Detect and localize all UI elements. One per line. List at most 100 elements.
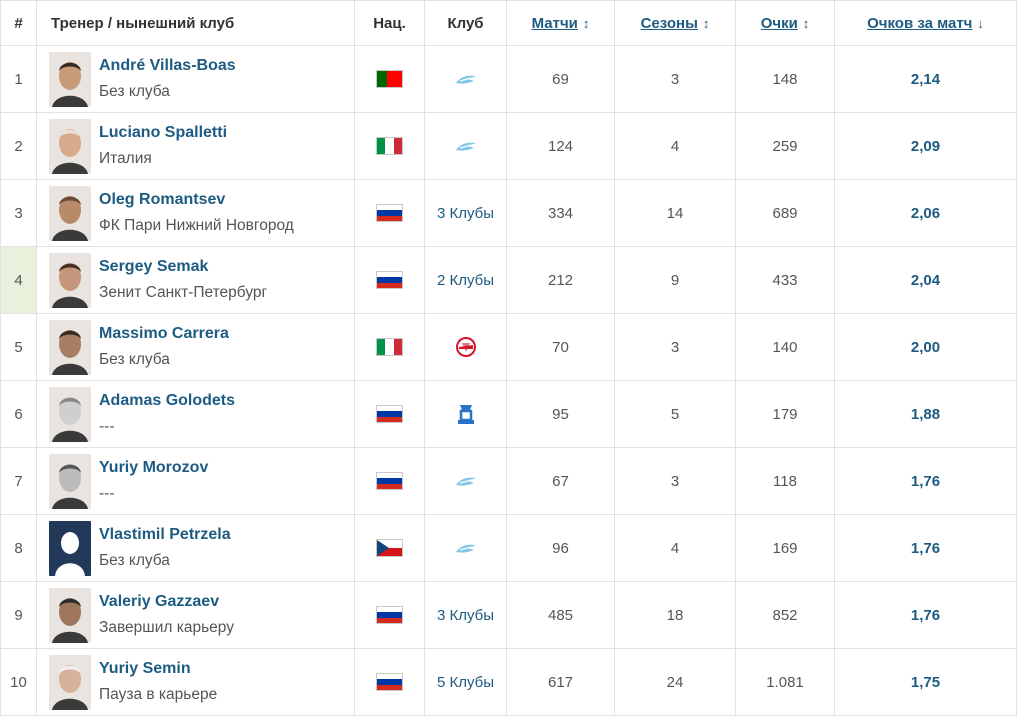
matches-cell: 67 xyxy=(506,447,615,515)
zenit-logo[interactable] xyxy=(454,472,478,489)
coach-photo[interactable] xyxy=(49,654,91,710)
rank-cell: 6 xyxy=(0,380,37,448)
points-per-match-cell: 2,04 xyxy=(834,246,1017,314)
coach-cell: André Villas-Boas Без клуба xyxy=(36,45,355,113)
rank-cell: 4 xyxy=(0,246,37,314)
coach-name-link[interactable]: Sergey Semak xyxy=(99,258,209,275)
col-header-ppm-label[interactable]: Очков за матч xyxy=(867,14,973,32)
spartak-logo[interactable] xyxy=(455,337,477,357)
col-header-matches[interactable]: Матчи ↕ xyxy=(506,0,615,46)
italy-flag-icon xyxy=(376,338,403,357)
rank-cell: 5 xyxy=(0,313,37,381)
coach-name-link[interactable]: Oleg Romantsev xyxy=(99,191,226,208)
nationality-cell xyxy=(354,179,425,247)
table-row: 7 Yuriy Morozov --- 67 3 118 1,76 xyxy=(0,447,1017,515)
clubs-link[interactable]: 3 Клубы xyxy=(436,204,495,222)
coach-current-club: --- xyxy=(99,485,115,502)
clubs-link[interactable]: 5 Клубы xyxy=(436,673,495,691)
points-cell: 148 xyxy=(735,45,835,113)
col-header-seasons[interactable]: Сезоны ↕ xyxy=(614,0,736,46)
zenit-logo[interactable] xyxy=(454,137,478,154)
coach-photo[interactable] xyxy=(49,252,91,308)
points-per-match-cell: 1,76 xyxy=(834,447,1017,515)
coach-name-link[interactable]: Yuriy Morozov xyxy=(99,459,209,476)
table-header-row: # Тренер / нынешний клуб Нац. Клуб Матчи… xyxy=(0,0,1017,46)
nationality-cell xyxy=(354,380,425,448)
coach-cell: Sergey Semak Зенит Санкт-Петербург xyxy=(36,246,355,314)
col-header-club: Клуб xyxy=(424,0,507,46)
club-cell xyxy=(424,112,507,180)
club-cell xyxy=(424,313,507,381)
coach-current-club: Зенит Санкт-Петербург xyxy=(99,284,268,301)
coach-photo[interactable] xyxy=(49,587,91,643)
coach-current-club: Без клуба xyxy=(99,351,170,368)
nationality-cell xyxy=(354,112,425,180)
russia-flag-icon xyxy=(376,204,403,223)
coach-name-link[interactable]: André Villas-Boas xyxy=(99,57,236,74)
sort-icon: ↕ xyxy=(702,15,710,31)
club-cell xyxy=(424,514,507,582)
seasons-cell: 4 xyxy=(614,514,736,582)
rank-cell: 3 xyxy=(0,179,37,247)
table-row: 6 Adamas Golodets --- 95 5 179 1,88 xyxy=(0,380,1017,448)
coach-current-club: Пауза в карьере xyxy=(99,686,218,703)
coach-photo[interactable] xyxy=(49,51,91,107)
rank-cell: 2 xyxy=(0,112,37,180)
matches-cell: 124 xyxy=(506,112,615,180)
seasons-cell: 9 xyxy=(614,246,736,314)
rank-cell: 9 xyxy=(0,581,37,649)
points-cell: 1.081 xyxy=(735,648,835,716)
table-row: 1 André Villas-Boas Без клуба 69 3 148 2,14 xyxy=(0,45,1017,113)
col-header-seasons-label[interactable]: Сезоны xyxy=(640,14,698,32)
col-header-points-label[interactable]: Очки xyxy=(760,14,798,32)
coach-name-link[interactable]: Valeriy Gazzaev xyxy=(99,593,220,610)
nationality-cell xyxy=(354,581,425,649)
clubs-link[interactable]: 3 Клубы xyxy=(436,606,495,624)
coach-name-link[interactable]: Luciano Spalletti xyxy=(99,124,228,141)
points-cell: 689 xyxy=(735,179,835,247)
russia-flag-icon xyxy=(376,472,403,491)
coach-name-link[interactable]: Adamas Golodets xyxy=(99,392,236,409)
coach-name-link[interactable]: Massimo Carrera xyxy=(99,325,229,342)
seasons-cell: 5 xyxy=(614,380,736,448)
coach-photo[interactable] xyxy=(49,118,91,174)
nationality-cell xyxy=(354,45,425,113)
russia-flag-icon xyxy=(376,405,403,424)
nationality-cell xyxy=(354,246,425,314)
points-per-match-cell: 1,76 xyxy=(834,581,1017,649)
seasons-cell: 3 xyxy=(614,447,736,515)
coach-cell: Vlastimil Petrzela Без клуба xyxy=(36,514,355,582)
italy-flag-icon xyxy=(376,137,403,156)
points-per-match-cell: 1,88 xyxy=(834,380,1017,448)
col-header-matches-label[interactable]: Матчи xyxy=(531,14,578,32)
col-header-coach: Тренер / нынешний клуб xyxy=(36,0,355,46)
coach-photo[interactable] xyxy=(49,453,91,509)
zenit-logo[interactable] xyxy=(454,70,478,87)
coach-name-link[interactable]: Vlastimil Petrzela xyxy=(99,526,231,543)
coach-photo[interactable] xyxy=(49,386,91,442)
points-per-match-cell: 2,06 xyxy=(834,179,1017,247)
club-cell: 3 Клубы xyxy=(424,581,507,649)
coach-photo[interactable] xyxy=(49,319,91,375)
club-cell xyxy=(424,447,507,515)
table-row: 3 Oleg Romantsev ФК Пари Нижний Новгород 3 … xyxy=(0,179,1017,247)
nationality-cell xyxy=(354,648,425,716)
sort-icon: ↕ xyxy=(802,15,810,31)
col-header-points[interactable]: Очки ↕ xyxy=(735,0,835,46)
dynamo-logo[interactable] xyxy=(456,405,476,424)
clubs-link[interactable]: 2 Клубы xyxy=(436,271,495,289)
russia-flag-icon xyxy=(376,271,403,290)
matches-cell: 334 xyxy=(506,179,615,247)
col-header-points-per-match[interactable]: Очков за матч ↓ xyxy=(834,0,1017,46)
coach-photo[interactable] xyxy=(49,520,91,576)
coach-current-club: Без клуба xyxy=(99,83,170,100)
portugal-flag-icon xyxy=(376,70,403,89)
coach-cell: Massimo Carrera Без клуба xyxy=(36,313,355,381)
sort-desc-icon: ↓ xyxy=(977,15,984,31)
seasons-cell: 4 xyxy=(614,112,736,180)
coach-name-link[interactable]: Yuriy Semin xyxy=(99,660,191,677)
points-cell: 852 xyxy=(735,581,835,649)
points-cell: 118 xyxy=(735,447,835,515)
zenit-logo[interactable] xyxy=(454,539,478,556)
coach-photo[interactable] xyxy=(49,185,91,241)
